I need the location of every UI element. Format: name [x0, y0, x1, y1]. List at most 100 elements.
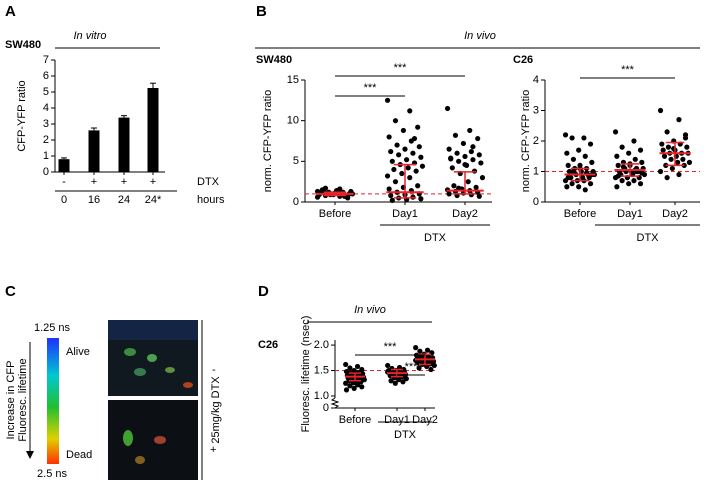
x-tick-label: 16 [88, 194, 100, 206]
header: In vivo [464, 30, 496, 42]
panel-c: 1.25 ns Alive Dead 2.5 ns Increase in CF… [5, 320, 222, 480]
data-point [384, 97, 391, 103]
data-point [424, 347, 431, 353]
data-point [413, 168, 419, 174]
data-point [569, 135, 575, 141]
cell [123, 430, 133, 446]
y-tick-label: 4 [533, 74, 539, 86]
data-point [631, 178, 637, 184]
y-tick-label: 0 [293, 196, 299, 208]
bar [147, 88, 159, 172]
treatment-sign: + [121, 176, 127, 188]
y-tick-label: 0 [323, 402, 329, 414]
treatment-sign: + [210, 444, 216, 456]
data-point [632, 156, 638, 162]
data-point [345, 195, 351, 201]
y-tick-label: 1.5 [314, 364, 329, 376]
data-point [399, 170, 405, 177]
data-point [676, 171, 682, 178]
data-point [626, 181, 632, 187]
data-point [446, 191, 452, 197]
data-point [396, 152, 402, 158]
panel-label: D [258, 283, 269, 300]
data-point [400, 127, 407, 134]
data-point [476, 193, 482, 199]
data-point [359, 366, 365, 373]
data-point [385, 362, 391, 369]
data-point [470, 144, 476, 150]
data-point [448, 156, 454, 162]
data-point [454, 150, 460, 156]
data-point [620, 164, 627, 170]
data-point [343, 387, 350, 393]
bar [118, 117, 130, 172]
data-point [576, 147, 582, 153]
x-tick-label: Before [339, 414, 371, 426]
data-point [471, 168, 478, 174]
data-point [394, 142, 400, 148]
data-point [570, 156, 577, 162]
data-point [343, 361, 349, 368]
data-point [462, 153, 468, 160]
x-tick-label: 0 [61, 194, 67, 206]
y-axis-label: CFP-YFP ratio [16, 80, 28, 151]
treatment-label: DTX [197, 176, 220, 188]
data-point [686, 159, 693, 165]
data-point [576, 184, 582, 190]
x-tick-label: Day1 [384, 414, 410, 426]
data-point [343, 380, 349, 386]
treatment-sign: - [212, 364, 216, 376]
data-point [354, 363, 361, 370]
x-tick-label: Day1 [617, 208, 643, 220]
chart-title: SW480 [256, 54, 292, 66]
data-point [456, 185, 462, 191]
data-point [407, 175, 413, 181]
axis-label: Fluoresc. lifetime [17, 358, 29, 441]
data-point [565, 175, 571, 181]
data-point [384, 173, 391, 179]
data-point [415, 124, 421, 130]
data-point [428, 366, 434, 373]
y-tick-label: 1 [43, 150, 49, 162]
bar [88, 130, 100, 172]
data-point [562, 132, 569, 138]
data-point [467, 127, 473, 134]
data-point [392, 179, 399, 185]
y-tick-label: 3 [533, 104, 539, 116]
bar [58, 159, 70, 172]
data-point [451, 183, 457, 189]
data-point [626, 150, 632, 156]
group-label: DTX [394, 429, 417, 441]
y-tick-label: 15 [287, 74, 299, 86]
group-label: DTX [637, 232, 660, 244]
cell [165, 367, 175, 373]
data-point [410, 194, 416, 200]
scale-label: 2.5 ns [37, 468, 67, 480]
cell [147, 354, 157, 362]
chart-title: SW480 [5, 39, 41, 51]
data-point [682, 135, 689, 141]
scale-label: Alive [66, 346, 90, 358]
y-tick-label: 3 [43, 118, 49, 130]
data-point [337, 186, 343, 192]
data-point [569, 181, 575, 187]
cell [124, 348, 136, 356]
data-point [570, 168, 577, 175]
x-tick-label: Day1 [392, 208, 418, 220]
data-point [619, 144, 625, 150]
y-axis-label: norm. CFP-YFP ratio [262, 90, 274, 193]
data-point [359, 384, 365, 390]
header: In vivo [354, 304, 386, 316]
scale-label: 1.25 ns [34, 322, 71, 334]
data-point [637, 181, 644, 187]
data-point [456, 158, 462, 164]
data-point [444, 105, 451, 112]
data-point [389, 197, 395, 203]
data-point [680, 156, 686, 162]
data-point [354, 382, 361, 388]
microscopy-image [108, 400, 198, 480]
data-point [446, 146, 452, 152]
group-label: DTX [424, 232, 447, 244]
y-axis-label: norm. CFP-YFP ratio [520, 90, 532, 193]
x-tick-label: Before [564, 208, 596, 220]
